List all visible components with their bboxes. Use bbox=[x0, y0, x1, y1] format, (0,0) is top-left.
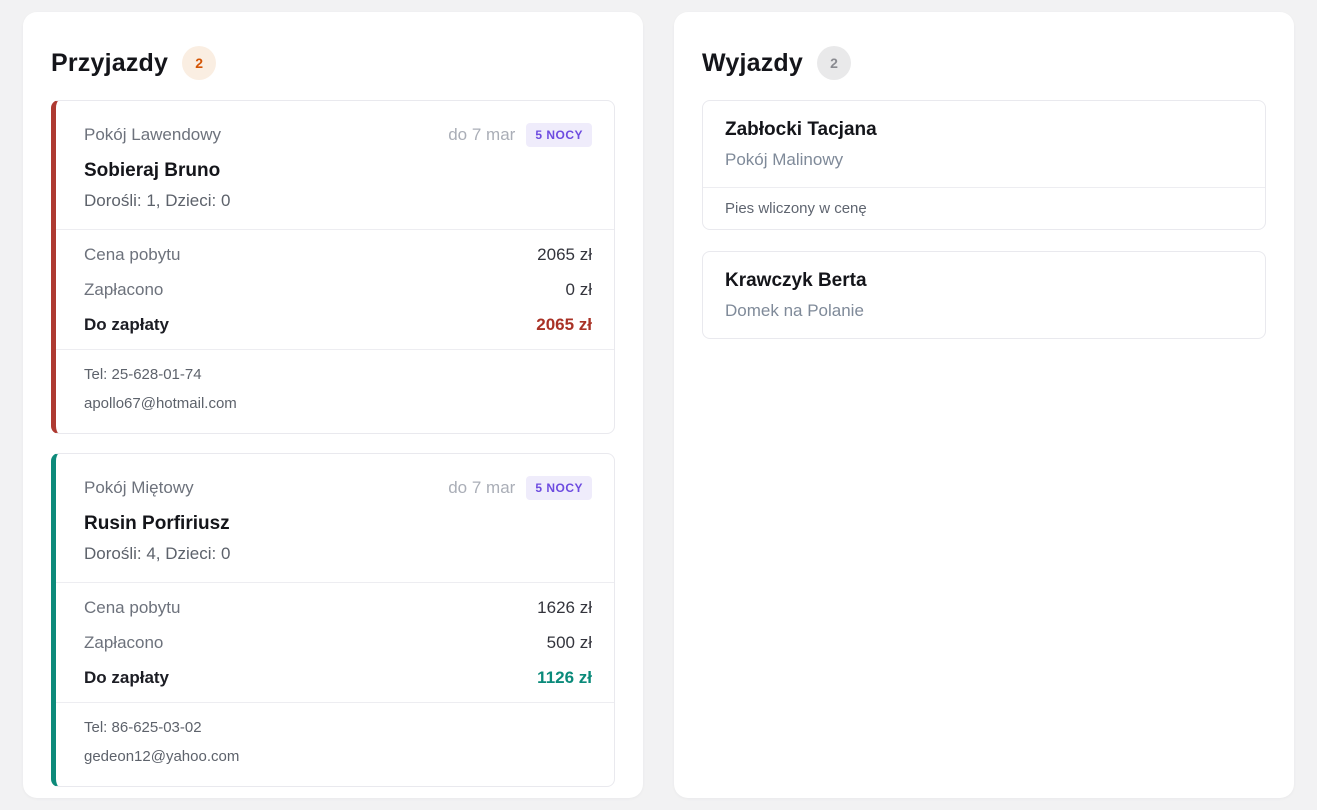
arrival-card-header: Pokój Miętowy do 7 mar 5 NOCY Rusin Porf… bbox=[56, 454, 614, 583]
email: gedeon12@yahoo.com bbox=[84, 748, 240, 765]
room-name: Pokój Miętowy bbox=[84, 478, 194, 497]
room-name: Domek na Polanie bbox=[725, 301, 864, 320]
departures-panel: Wyjazdy 2 Zabłocki Tacjana Pokój Malinow… bbox=[674, 12, 1294, 798]
contact-section: Tel: 25-628-01-74 apollo67@hotmail.com bbox=[56, 350, 614, 433]
price-row-due: Do zapłaty 2065 zł bbox=[84, 307, 592, 342]
email: apollo67@hotmail.com bbox=[84, 395, 237, 412]
guest-name: Rusin Porfiriusz bbox=[84, 513, 230, 534]
departures-title: Wyjazdy bbox=[702, 48, 803, 77]
price-row-stay: Cena pobytu 2065 zł bbox=[84, 237, 592, 272]
pricing-section: Cena pobytu 2065 zł Zapłacono 0 zł Do za… bbox=[56, 230, 614, 350]
price-value: 500 zł bbox=[546, 633, 592, 652]
arrivals-title: Przyjazdy bbox=[51, 48, 169, 77]
pricing-section: Cena pobytu 1626 zł Zapłacono 500 zł Do … bbox=[56, 583, 614, 703]
room-name: Pokój Malinowy bbox=[725, 150, 844, 169]
room-row: Pokój Lawendowy do 7 mar 5 NOCY bbox=[84, 123, 592, 147]
departure-card[interactable]: Krawczyk Berta Domek na Polanie bbox=[702, 251, 1266, 339]
price-row-stay: Cena pobytu 1626 zł bbox=[84, 590, 592, 625]
stay-dates: do 7 mar 5 NOCY bbox=[448, 476, 592, 500]
arrival-card[interactable]: Pokój Miętowy do 7 mar 5 NOCY Rusin Porf… bbox=[51, 453, 615, 787]
departures-header: Wyjazdy 2 bbox=[702, 46, 1266, 80]
price-label: Zapłacono bbox=[84, 633, 164, 652]
contact-section: Tel: 86-625-03-02 gedeon12@yahoo.com bbox=[56, 703, 614, 786]
nights-badge: 5 NOCY bbox=[526, 476, 592, 500]
phone: Tel: 25-628-01-74 bbox=[84, 366, 202, 383]
due-label: Do zapłaty bbox=[84, 668, 170, 687]
departure-card[interactable]: Zabłocki Tacjana Pokój Malinowy Pies wli… bbox=[702, 100, 1266, 230]
departure-card-header: Zabłocki Tacjana Pokój Malinowy bbox=[703, 101, 1265, 188]
price-label: Cena pobytu bbox=[84, 598, 181, 617]
due-value: 1126 zł bbox=[537, 668, 592, 687]
occupancy: Dorośli: 4, Dzieci: 0 bbox=[84, 544, 231, 563]
arrival-card-header: Pokój Lawendowy do 7 mar 5 NOCY Sobieraj… bbox=[56, 101, 614, 230]
price-value: 1626 zł bbox=[537, 598, 592, 617]
price-row-due: Do zapłaty 1126 zł bbox=[84, 660, 592, 695]
note: Pies wliczony w cenę bbox=[725, 200, 867, 217]
departure-card-header: Krawczyk Berta Domek na Polanie bbox=[703, 252, 1265, 338]
guest-name: Krawczyk Berta bbox=[725, 270, 867, 291]
guest-name: Zabłocki Tacjana bbox=[725, 119, 877, 140]
price-label: Cena pobytu bbox=[84, 245, 181, 264]
arrivals-header: Przyjazdy 2 bbox=[51, 46, 615, 80]
arrival-card[interactable]: Pokój Lawendowy do 7 mar 5 NOCY Sobieraj… bbox=[51, 100, 615, 434]
price-label: Zapłacono bbox=[84, 280, 164, 299]
stay-dates: do 7 mar 5 NOCY bbox=[448, 123, 592, 147]
arrivals-count-badge: 2 bbox=[182, 46, 217, 80]
date-until: do 7 mar bbox=[448, 125, 516, 144]
nights-badge: 5 NOCY bbox=[526, 123, 592, 147]
departures-count-badge: 2 bbox=[816, 46, 851, 80]
price-value: 0 zł bbox=[565, 280, 592, 299]
arrivals-panel: Przyjazdy 2 Pokój Lawendowy do 7 mar 5 N… bbox=[23, 12, 643, 798]
room-row: Pokój Miętowy do 7 mar 5 NOCY bbox=[84, 476, 592, 500]
room-name: Pokój Lawendowy bbox=[84, 125, 222, 144]
due-value: 2065 zł bbox=[536, 315, 592, 334]
price-row-paid: Zapłacono 500 zł bbox=[84, 625, 592, 660]
occupancy: Dorośli: 1, Dzieci: 0 bbox=[84, 191, 231, 210]
price-value: 2065 zł bbox=[537, 245, 592, 264]
date-until: do 7 mar bbox=[448, 478, 516, 497]
due-label: Do zapłaty bbox=[84, 315, 170, 334]
phone: Tel: 86-625-03-02 bbox=[84, 719, 202, 736]
price-row-paid: Zapłacono 0 zł bbox=[84, 272, 592, 307]
guest-name: Sobieraj Bruno bbox=[84, 160, 221, 181]
